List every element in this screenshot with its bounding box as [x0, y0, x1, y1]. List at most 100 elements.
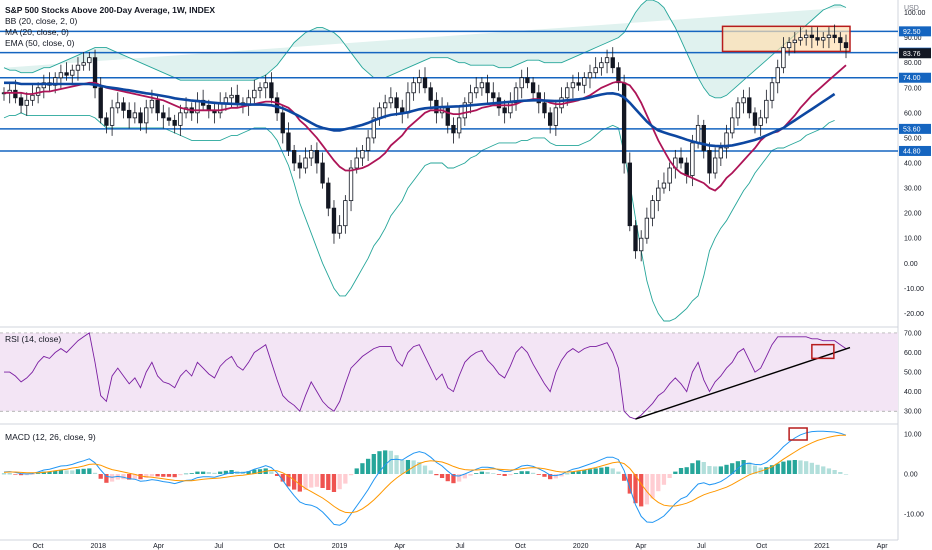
rsi-legend: RSI (14, close)	[5, 334, 62, 344]
last-price-label-bg	[899, 48, 931, 59]
macd-histogram-bar	[593, 468, 598, 474]
macd-histogram-bar	[428, 470, 433, 474]
macd-histogram-bar	[286, 474, 291, 487]
candle-body	[263, 82, 268, 89]
macd-histogram-bar	[183, 473, 189, 475]
macd-histogram-bar	[200, 471, 206, 474]
macd-histogram-bar	[798, 460, 803, 474]
price-tick-label: 40.00	[904, 161, 922, 168]
candle-body	[75, 64, 81, 71]
candle-body	[87, 57, 92, 64]
macd-histogram-bar	[468, 474, 473, 476]
macd-histogram-bar	[724, 464, 729, 474]
rsi-band-fill	[0, 332, 898, 412]
candle-body	[678, 157, 684, 164]
chart-title: S&P 500 Stocks Above 200-Day Average, 1W…	[5, 5, 216, 15]
legend: S&P 500 Stocks Above 200-Day Average, 1W…	[5, 5, 215, 49]
level-label: 92.50	[903, 29, 921, 36]
macd-histogram-bar	[445, 474, 450, 482]
macd-histogram-bar	[616, 471, 621, 474]
time-tick-label: Jul	[697, 543, 706, 550]
macd-histogram-bar	[7, 473, 12, 475]
rsi-tick-label: 40.00	[904, 389, 922, 396]
macd-histogram-bar	[155, 474, 160, 477]
time-tick-label: Apr	[636, 543, 648, 550]
candle-body	[223, 97, 229, 104]
candle-body	[553, 107, 559, 126]
candle-body	[35, 87, 41, 96]
macd-histogram-bar	[87, 468, 92, 474]
candle-body	[764, 99, 769, 119]
macd-histogram-bar	[582, 470, 587, 474]
candle-body	[326, 182, 331, 209]
candle-body	[667, 167, 672, 184]
macd-histogram-bar	[371, 454, 376, 474]
candle-body	[166, 117, 172, 121]
price-tick-label: 100.00	[904, 10, 926, 17]
candle-body	[314, 150, 320, 164]
candle-body	[109, 107, 115, 126]
bollinger-upper-line	[3, 0, 847, 99]
macd-histogram-bar	[843, 474, 849, 475]
candle-body	[542, 102, 547, 114]
candle-body	[502, 107, 507, 114]
macd-histogram-bar	[36, 473, 41, 474]
macd-histogram-bar	[513, 473, 519, 474]
candle-body	[730, 117, 735, 134]
level-label: 74.00	[903, 75, 921, 82]
macd-histogram-bar	[422, 465, 428, 474]
macd-histogram-bar	[189, 473, 194, 474]
macd-histogram-bar	[479, 471, 485, 474]
macd-histogram-bar	[752, 465, 758, 474]
rsi-tick-label: 60.00	[904, 350, 922, 357]
candle-body	[565, 87, 570, 99]
macd-histogram-bar	[354, 468, 359, 474]
macd-histogram-bar	[786, 460, 792, 474]
macd-histogram-bar	[417, 462, 422, 474]
macd-highlight-box	[788, 427, 808, 441]
macd-histogram-bar	[274, 474, 280, 476]
macd-histogram-bar	[24, 474, 29, 476]
macd-histogram-bar	[542, 474, 547, 477]
time-tick-label: 2018	[91, 543, 107, 550]
candle-body	[604, 57, 610, 64]
candle-body	[354, 157, 359, 169]
macd-histogram-bar	[257, 469, 263, 474]
macd-histogram-bar	[815, 464, 820, 474]
price-tick-label: 80.00	[904, 60, 922, 67]
time-tick-label: Apr	[153, 543, 165, 550]
candle-body	[707, 150, 712, 174]
candle-body	[576, 82, 581, 86]
candle-body	[741, 97, 746, 104]
bb-legend: BB (20, close, 2, 0)	[5, 16, 78, 26]
candle-body	[690, 142, 695, 176]
macd-histogram-bar	[377, 451, 382, 474]
macd-histogram-bar	[525, 471, 530, 474]
candle-body	[24, 99, 29, 106]
candle-body	[587, 72, 593, 79]
macd-histogram-bar	[502, 474, 507, 476]
macd-histogram-bar	[604, 466, 610, 474]
rsi-line	[4, 332, 847, 420]
candle-body	[474, 87, 479, 94]
candle-body	[752, 112, 758, 126]
candle-body	[257, 87, 263, 91]
candle-body	[616, 67, 621, 84]
macd-histogram-bar	[326, 474, 331, 490]
macd-histogram-bar	[64, 470, 69, 474]
macd-histogram-bar	[292, 474, 297, 490]
candle-body	[377, 107, 382, 119]
level-label-bg	[899, 145, 931, 156]
ema50-line	[4, 81, 836, 148]
macd-histogram-bar	[98, 474, 103, 479]
candle-body	[599, 62, 604, 69]
candle-body	[456, 117, 462, 134]
macd-histogram-bar	[826, 468, 832, 474]
candle-body	[428, 87, 433, 101]
time-tick-label: Apr	[394, 543, 406, 550]
macd-histogram-bar	[553, 474, 558, 479]
macd-histogram-bar	[747, 462, 752, 474]
candle-body	[70, 69, 75, 76]
macd-line	[3, 430, 847, 526]
